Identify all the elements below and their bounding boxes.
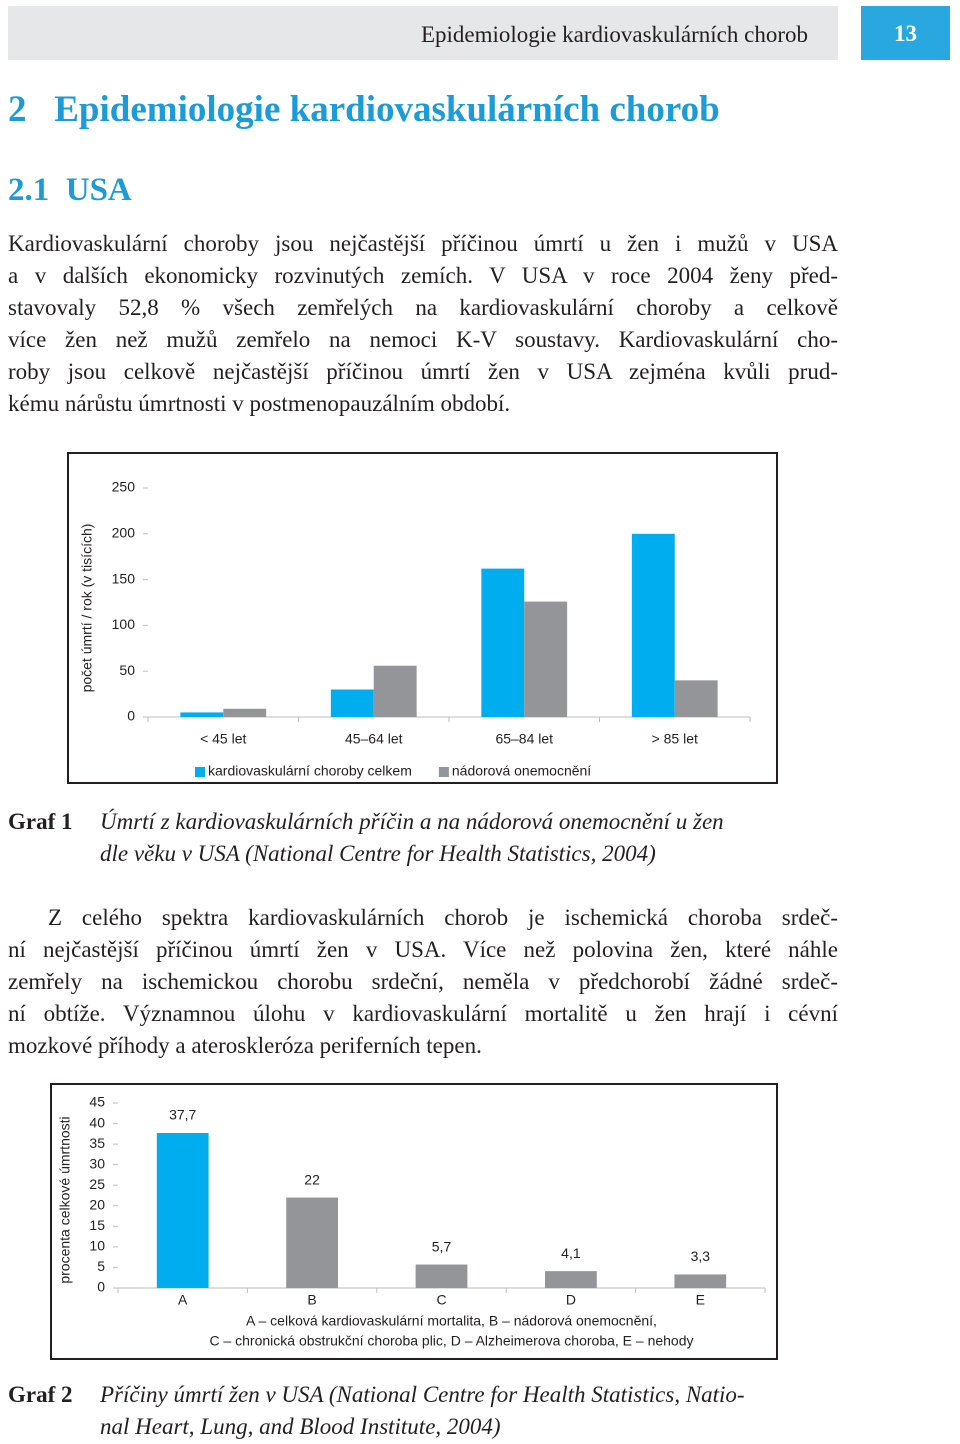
running-head: Epidemiologie kardiovaskulárních chorob <box>420 22 808 47</box>
y-tick-label: 150 <box>112 570 136 586</box>
header-band: Epidemiologie kardiovaskulárních chorob <box>8 6 838 60</box>
chapter-heading: 2 Epidemiologie kardiovaskulárních choro… <box>8 88 720 131</box>
text-line: roby jsou celkově nejčastější příčinou ú… <box>8 359 838 384</box>
x-tick-label: E <box>696 1292 705 1308</box>
section-title: USA <box>65 172 132 208</box>
y-tick-label: 250 <box>112 479 136 495</box>
y-tick-label: 40 <box>89 1114 105 1130</box>
y-axis-title: počet úmrtí / rok (v tisících) <box>79 524 95 693</box>
y-axis-title: procenta celkové úmrtnosti <box>57 1116 73 1283</box>
y-tick-label: 100 <box>112 616 136 632</box>
y-tick-label: 200 <box>112 525 136 541</box>
x-tick-label: A <box>178 1292 188 1308</box>
x-tick-label: > 85 let <box>652 731 698 747</box>
text-line: zemřely na ischemickou chorobu srdeční, … <box>8 969 838 994</box>
data-label: 37,7 <box>169 1107 196 1123</box>
bar <box>286 1197 338 1288</box>
paragraph: Kardiovaskulární choroby jsou nejčastějš… <box>8 228 838 420</box>
x-tick-label: < 45 let <box>200 731 246 747</box>
section-number: 2.1 <box>8 172 50 208</box>
text-line: a v dalších ekonomicky rozvinutých zemíc… <box>8 263 838 288</box>
text-line: Z celého spektra kardiovaskulárních chor… <box>48 905 838 930</box>
text-line: mozkové příhody a ateroskleróza perifern… <box>8 1033 482 1058</box>
page-number-box: 13 <box>861 6 950 60</box>
x-tick-label: D <box>566 1292 576 1308</box>
section-heading: 2.1 USA <box>8 172 132 209</box>
y-tick-label: 20 <box>89 1196 105 1212</box>
bar <box>524 601 568 717</box>
text-line: stavovaly 52,8 % všech zemřelých na kard… <box>8 295 838 320</box>
text-line: Kardiovaskulární choroby jsou nejčastějš… <box>8 231 838 256</box>
bar <box>631 533 675 717</box>
figure-caption: Graf 2 Příčiny úmrtí žen v USA (National… <box>8 1379 848 1443</box>
chapter-title: Epidemiologie kardiovaskulárních chorob <box>54 89 720 130</box>
caption-text: nal Heart, Lung, and Blood Institute, 20… <box>100 1414 501 1439</box>
chart-frame <box>50 1083 778 1360</box>
caption-label: Graf 1 <box>8 809 73 834</box>
x-tick-label: B <box>307 1292 316 1308</box>
x-tick-label: 45–64 let <box>345 731 403 747</box>
chart-frame <box>67 452 778 784</box>
chart-note: C – chronická obstrukční choroba plic, D… <box>209 1333 693 1349</box>
text-line: více žen než mužů zemřelo na nemoci K-V … <box>8 327 838 352</box>
y-tick-label: 30 <box>89 1155 105 1171</box>
bar <box>330 689 374 717</box>
caption-label: Graf 2 <box>8 1382 73 1407</box>
x-tick-label: 65–84 let <box>495 731 553 747</box>
text-line: ní nejčastější příčinou úmrtí žen v USA.… <box>8 937 838 962</box>
y-tick-label: 5 <box>97 1258 105 1274</box>
y-tick-label: 0 <box>97 1279 105 1295</box>
text-line: ní obtíže. Významnou úlohu v kardiovasku… <box>8 1001 838 1026</box>
chart: počet úmrtí / rok (v tisících) 0 50 100 150 2… <box>67 452 778 784</box>
legend-label: nádorová onemocnění <box>452 763 591 779</box>
bar <box>415 1264 468 1288</box>
data-label: 5,7 <box>432 1238 452 1254</box>
legend-swatch <box>195 767 205 777</box>
bar <box>674 1274 727 1288</box>
bar <box>180 712 224 717</box>
text-line: kému nárůstu úmrtnosti v postmenopauzáln… <box>8 391 511 416</box>
chapter-number: 2 <box>8 89 27 130</box>
y-tick-label: 15 <box>89 1217 105 1233</box>
figure-caption: Graf 1 Úmrtí z kardiovaskulárních příčin… <box>8 806 848 870</box>
caption-text: dle věku v USA (National Centre for Heal… <box>100 841 656 866</box>
y-tick-label: 45 <box>89 1094 105 1110</box>
y-tick-label: 10 <box>89 1238 105 1254</box>
data-label: 4,1 <box>561 1245 581 1261</box>
data-label: 22 <box>304 1171 320 1187</box>
legend-swatch <box>438 767 449 777</box>
caption-text: Úmrtí z kardiovaskulárních příčin a na n… <box>100 809 724 834</box>
paragraph: Z celého spektra kardiovaskulárních chor… <box>8 902 838 1062</box>
bar <box>373 665 417 717</box>
chart: procenta celkové úmrtnosti 0 5 10 15 20 25 30 35… <box>50 1083 778 1360</box>
bar <box>223 708 267 717</box>
legend-label: kardiovaskulární choroby celkem <box>208 763 412 779</box>
y-tick-label: 50 <box>119 662 135 678</box>
data-label: 3,3 <box>691 1248 711 1264</box>
chart-note: A – celková kardiovaskulární mortalita, … <box>246 1313 657 1329</box>
bar <box>156 1133 209 1288</box>
y-tick-label: 0 <box>127 708 135 724</box>
caption-text: Příčiny úmrtí žen v USA (National Centre… <box>100 1382 745 1407</box>
page-number: 13 <box>894 21 917 46</box>
bar <box>674 680 718 717</box>
bar <box>545 1271 597 1288</box>
x-tick-label: C <box>436 1292 446 1308</box>
bar <box>481 568 525 717</box>
y-tick-label: 25 <box>89 1176 105 1192</box>
y-tick-label: 35 <box>89 1135 105 1151</box>
